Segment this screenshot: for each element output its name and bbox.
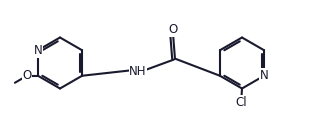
Text: O: O bbox=[168, 23, 178, 36]
Text: NH: NH bbox=[129, 65, 147, 78]
Text: N: N bbox=[34, 44, 42, 57]
Text: N: N bbox=[260, 69, 268, 82]
Text: O: O bbox=[22, 69, 31, 82]
Text: Cl: Cl bbox=[235, 96, 247, 109]
